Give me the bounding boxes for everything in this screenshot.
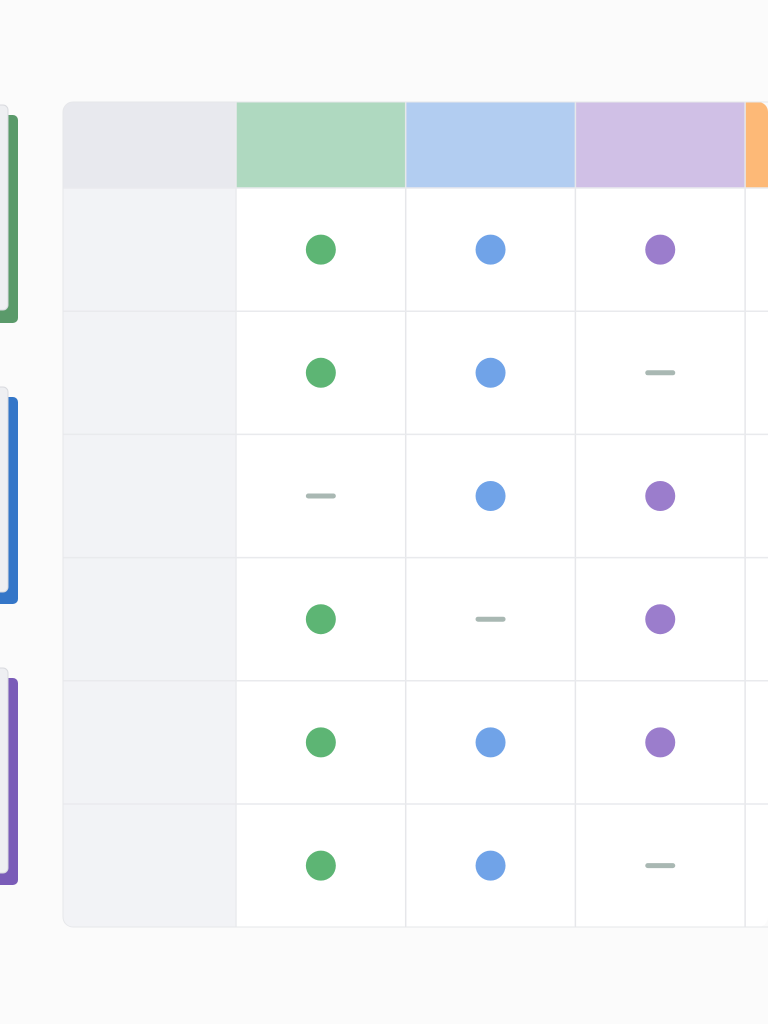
column-header <box>405 102 576 188</box>
available-dot <box>475 234 506 265</box>
column-header <box>575 102 746 188</box>
available-dot <box>475 850 506 881</box>
available-dot <box>305 234 336 265</box>
comparison-table <box>63 102 768 927</box>
available-dot <box>305 604 336 635</box>
side-card-sheet <box>0 104 9 311</box>
available-dot <box>475 481 506 511</box>
table-border <box>62 101 768 928</box>
unavailable-dash <box>305 493 336 499</box>
available-dot <box>475 357 506 388</box>
unavailable-dash <box>475 616 506 622</box>
side-cards <box>0 104 18 885</box>
unavailable-dash <box>645 370 676 376</box>
available-dot <box>305 357 336 388</box>
column-header <box>745 102 768 188</box>
available-dot <box>645 727 676 758</box>
available-dot <box>305 727 336 758</box>
column-header <box>236 102 406 188</box>
available-dot <box>305 850 336 881</box>
side-card-sheet <box>0 667 9 874</box>
side-card-sheet <box>0 386 9 593</box>
available-dot <box>645 234 676 265</box>
available-dot <box>475 727 506 758</box>
available-dot <box>645 604 676 635</box>
available-dot <box>645 481 676 511</box>
corner-header <box>63 102 236 188</box>
unavailable-dash <box>645 863 676 869</box>
